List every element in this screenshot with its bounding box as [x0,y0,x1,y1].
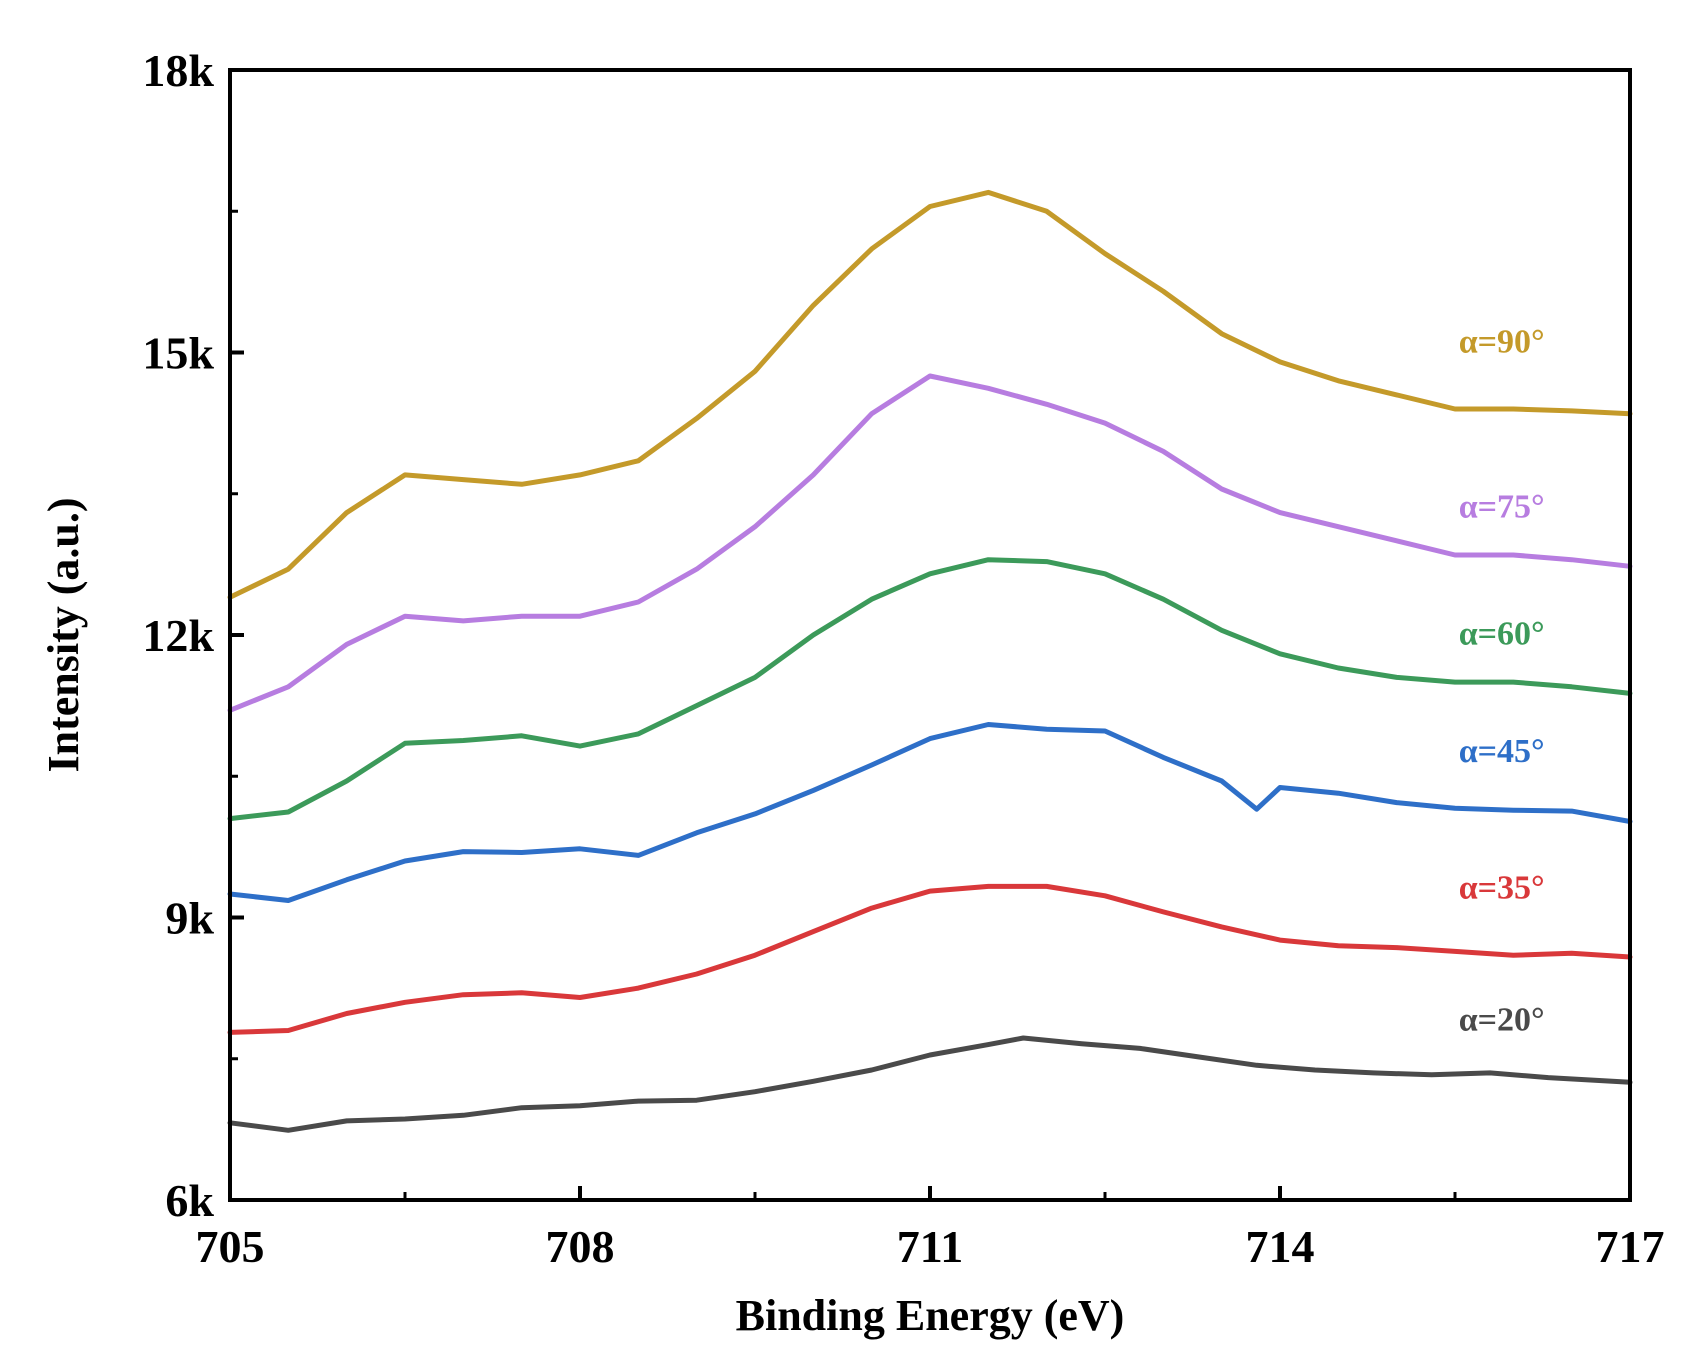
series-line-1 [227,883,1633,1035]
series-layer [227,189,1633,1133]
series-line-2 [227,722,1633,903]
x-tick-label-4: 717 [1596,1221,1665,1272]
y-tick-label-3: 15k [142,328,214,379]
x-tick-label-2: 711 [897,1221,963,1272]
series-label-1: α=35° [1459,870,1545,907]
x-tick-label-1: 708 [546,1221,615,1272]
y-tick-label-2: 12k [142,610,214,661]
y-axis-title: Intensity (a.u.) [39,497,88,772]
x-axis-title: Binding Energy (eV) [736,1291,1125,1340]
series-line-0 [227,1035,1633,1133]
ticks-layer: 705 708 711 714 717 6k 9k 12k 15k 18k [142,45,1664,1272]
labels-layer: α=20° α=35° α=45° α=60° α=75° α=90° [1459,324,1545,1039]
series-label-5: α=90° [1459,324,1545,361]
y-tick-label-1: 9k [165,893,214,944]
series-label-4: α=75° [1459,488,1545,525]
series-label-0: α=20° [1459,1002,1545,1039]
series-line-3 [227,557,1633,822]
series-label-2: α=45° [1459,733,1545,770]
y-tick-label-0: 6k [165,1175,214,1226]
x-tick-label-3: 714 [1246,1221,1315,1272]
x-tick-label-0: 705 [196,1221,265,1272]
series-line-5 [227,189,1633,600]
series-label-3: α=60° [1459,615,1545,652]
y-tick-label-4: 18k [142,45,214,96]
series-line-4 [227,373,1633,713]
plot-frame [228,68,1632,1202]
